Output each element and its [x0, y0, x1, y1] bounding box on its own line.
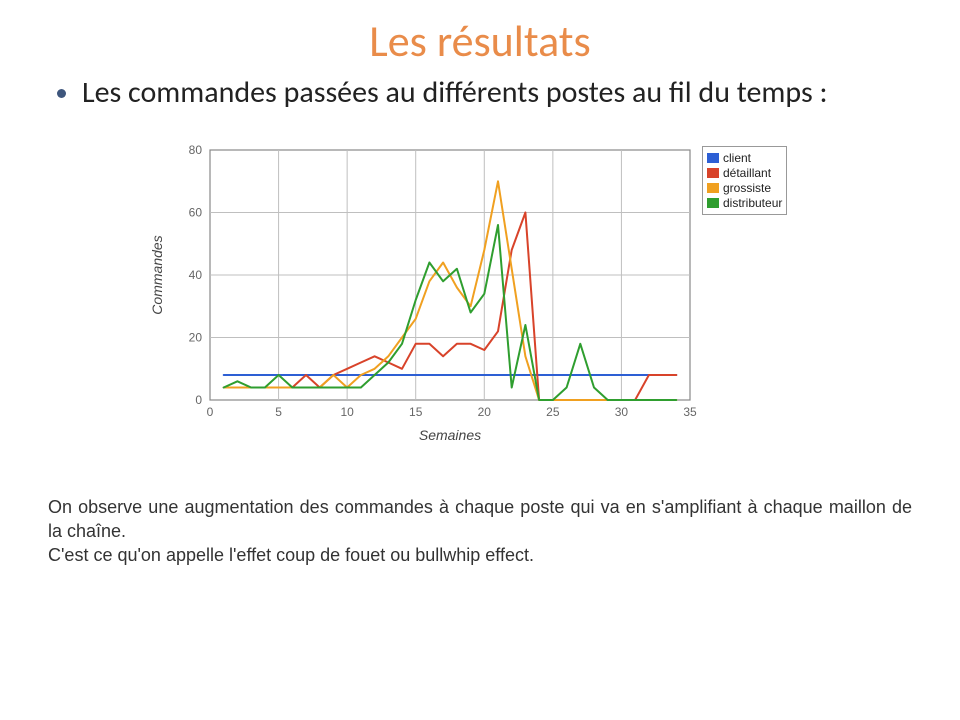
svg-text:25: 25	[546, 405, 560, 419]
legend-label: distributeur	[723, 196, 782, 210]
legend-label: détaillant	[723, 166, 771, 180]
svg-text:20: 20	[478, 405, 492, 419]
caption: On observe une augmentation des commande…	[48, 495, 912, 568]
legend-item: client	[707, 151, 782, 165]
svg-text:15: 15	[409, 405, 423, 419]
legend-item: détaillant	[707, 166, 782, 180]
line-chart: 0 5 10 15 20 25 30 35 0 20 40 60 80 Semaines Commandes…	[130, 130, 830, 465]
legend-item: grossiste	[707, 181, 782, 195]
bullet-item: Les commandes passées au différents post…	[82, 74, 924, 112]
svg-text:20: 20	[189, 330, 203, 344]
svg-text:0: 0	[195, 393, 202, 407]
svg-text:30: 30	[615, 405, 629, 419]
caption-line-1: On observe une augmentation des commande…	[48, 497, 912, 541]
svg-text:0: 0	[207, 405, 214, 419]
svg-text:40: 40	[189, 268, 203, 282]
legend-swatch	[707, 183, 719, 193]
svg-text:35: 35	[683, 405, 697, 419]
slide: Les résultats Les commandes passées au d…	[0, 14, 960, 720]
svg-text:5: 5	[275, 405, 282, 419]
svg-text:80: 80	[189, 143, 203, 157]
page-title: Les résultats	[0, 14, 960, 68]
x-axis-label: Semaines	[419, 427, 481, 443]
legend-swatch	[707, 168, 719, 178]
bullet-list: Les commandes passées au différents post…	[54, 74, 924, 112]
bullet-text: Les commandes passées au différents post…	[82, 74, 828, 111]
legend-label: client	[723, 151, 751, 165]
caption-line-2: C'est ce qu'on appelle l'effet coup de f…	[48, 545, 534, 565]
svg-text:10: 10	[340, 405, 354, 419]
chart-legend: clientdétaillantgrossistedistributeur	[702, 146, 787, 215]
legend-item: distributeur	[707, 196, 782, 210]
legend-label: grossiste	[723, 181, 771, 195]
legend-swatch	[707, 153, 719, 163]
svg-text:60: 60	[189, 205, 203, 219]
legend-swatch	[707, 198, 719, 208]
y-axis-label: Commandes	[149, 235, 165, 314]
